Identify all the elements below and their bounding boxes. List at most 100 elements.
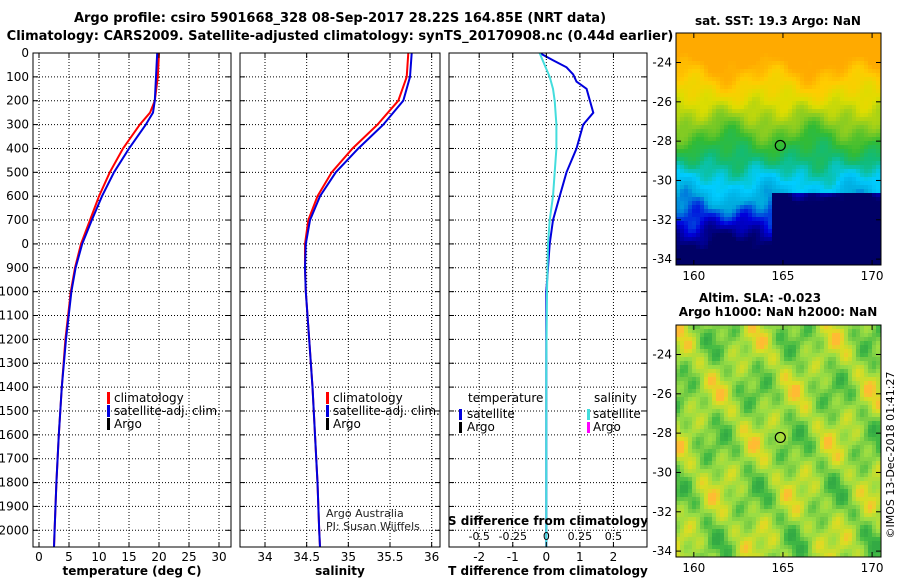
sst-map-pixel: [808, 101, 813, 106]
sst-map-pixel: [740, 173, 745, 178]
sla-map-pixel: [828, 409, 833, 414]
sla-map-pixel: [788, 357, 793, 362]
sla-map-pixel: [808, 441, 813, 446]
sst-map-pixel: [712, 209, 717, 214]
sla-map-pixel: [840, 433, 845, 438]
sla-map-pixel: [856, 461, 861, 466]
sla-map-pixel: [836, 473, 841, 478]
sla-map-pixel: [868, 405, 873, 410]
sla-map-pixel: [864, 337, 869, 342]
sst-map-pixel: [784, 77, 789, 82]
sla-map-pixel: [808, 433, 813, 438]
sla-map-pixel: [692, 413, 697, 418]
sst-map-pixel: [724, 261, 729, 265]
sst-map-pixel: [852, 209, 857, 214]
sst-map-pixel: [808, 129, 813, 134]
sst-map-pixel: [796, 185, 801, 190]
sst-map-pixel: [680, 253, 685, 258]
sla-map-pixel: [756, 393, 761, 398]
sst-map-pixel: [680, 201, 685, 206]
sst-map-pixel: [796, 201, 801, 206]
sst-map-pixel: [740, 217, 745, 222]
sst-map-pixel: [712, 49, 717, 54]
sla-map-pixel: [784, 449, 789, 454]
sla-map-pixel: [780, 417, 785, 422]
sla-map-pixel: [832, 385, 837, 390]
sst-map-pixel: [876, 161, 881, 166]
sla-map-pixel: [832, 437, 837, 442]
sst-map-pixel: [812, 93, 817, 98]
sst-map-pixel: [696, 65, 701, 70]
sla-map-pixel: [852, 365, 857, 370]
sst-map-pixel: [788, 121, 793, 126]
sla-map-pixel: [800, 337, 805, 342]
sst-map-pixel: [844, 249, 849, 254]
sst-map-pixel: [772, 153, 777, 158]
sla-map-pixel: [768, 425, 773, 430]
sst-map-pixel: [772, 49, 777, 54]
sst-map-pixel: [812, 77, 817, 82]
sst-map-pixel: [752, 45, 757, 50]
sla-map-pixel: [740, 457, 745, 462]
sla-map-pixel: [872, 337, 877, 342]
sst-map-pixel: [732, 245, 737, 250]
sst-map-pixel: [860, 153, 865, 158]
sla-map-pixel: [840, 457, 845, 462]
sst-map-pixel: [840, 65, 845, 70]
sla-map-pixel: [800, 381, 805, 386]
sla-map-pixel: [740, 445, 745, 450]
sst-map-pixel: [776, 217, 781, 222]
sla-map-pixel: [816, 429, 821, 434]
sst-map-pixel: [716, 149, 721, 154]
sst-map-pixel: [836, 197, 841, 202]
sla-map-pixel: [792, 465, 797, 470]
sst-map-pixel: [748, 209, 753, 214]
sst-map-pixel: [872, 225, 877, 230]
sst-map-pixel: [844, 157, 849, 162]
sst-map-pixel: [736, 153, 741, 158]
sst-map-pixel: [752, 113, 757, 118]
sst-map-pixel: [728, 81, 733, 86]
sla-map-pixel: [752, 361, 757, 366]
sst-map-pixel: [712, 133, 717, 138]
sst-map-pixel: [772, 197, 777, 202]
sla-map-pixel: [832, 333, 837, 338]
sla-map-pixel: [832, 329, 837, 334]
sst-map-pixel: [816, 205, 821, 210]
sst-map-pixel: [728, 201, 733, 206]
sst-map-pixel: [804, 129, 809, 134]
sst-map-pixel: [820, 133, 825, 138]
sla-map-pixel: [768, 449, 773, 454]
sla-map-pixel: [864, 469, 869, 474]
sla-map-pixel: [688, 413, 693, 418]
sla-map-pixel: [696, 413, 701, 418]
sla-map-pixel: [696, 385, 701, 390]
sst-map-pixel: [708, 217, 713, 222]
sst-map-pixel: [736, 113, 741, 118]
sst-map-pixel: [840, 37, 845, 42]
sst-map-pixel: [784, 125, 789, 130]
sst-map-pixel: [864, 65, 869, 70]
sla-map-pixel: [844, 469, 849, 474]
sst-map-pixel: [700, 193, 705, 198]
sla-map-pixel: [680, 325, 685, 330]
sla-map-pixel: [852, 373, 857, 378]
sst-map-pixel: [772, 129, 777, 134]
sla-map-pixel: [812, 401, 817, 406]
sst-map-pixel: [860, 233, 865, 238]
sst-map-pixel: [852, 125, 857, 130]
sst-map-pixel: [748, 201, 753, 206]
sst-map-pixel: [720, 253, 725, 258]
sst-map-pixel: [680, 65, 685, 70]
sla-map-pixel: [712, 397, 717, 402]
sla-map-pixel: [752, 421, 757, 426]
sla-map-pixel: [776, 325, 781, 330]
sla-map-pixel: [776, 473, 781, 478]
sst-map-pixel: [864, 237, 869, 242]
sst-map-pixel: [732, 117, 737, 122]
sst-map-pixel: [812, 157, 817, 162]
sst-map-pixel: [832, 117, 837, 122]
sst-map-pixel: [728, 193, 733, 198]
sla-map-pixel: [760, 365, 765, 370]
sst-map-pixel: [756, 73, 761, 78]
